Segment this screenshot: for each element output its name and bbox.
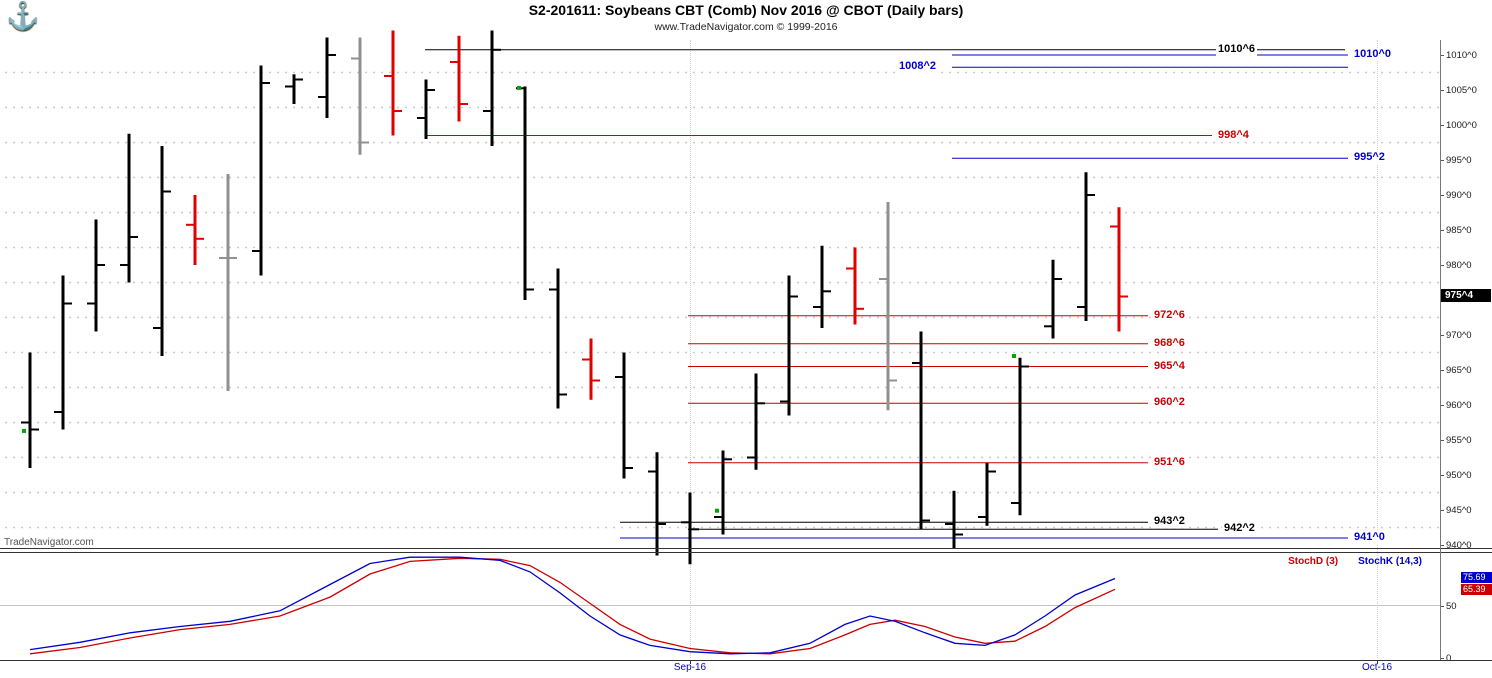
price-axis-tick [1440,160,1444,161]
price-level-label[interactable]: 1008^2 [897,60,939,73]
stochk-line [29,556,1116,655]
price-axis-label: 1000^0 [1446,120,1477,131]
price-axis-label: 945^0 [1446,505,1472,516]
price-axis-label: 995^0 [1446,155,1472,166]
chart-subtitle: www.TradeNavigator.com © 1999-2016 [654,21,838,33]
signal-marker [715,508,719,513]
price-axis-tick [1440,90,1444,91]
chart-title: S2-201611: Soybeans CBT (Comb) Nov 2016 … [528,2,964,18]
price-axis-tick [1440,230,1444,231]
price-axis-label: 990^0 [1446,190,1472,201]
price-axis-tick [1440,545,1444,546]
price-level-label[interactable]: 1010^0 [1352,48,1394,61]
price-axis-tick [1440,440,1444,441]
stochd-value-box: 65.39 [1461,584,1492,595]
price-axis-label: 955^0 [1446,435,1472,446]
stochastic-legend: StochD (3) StochK (14,3) [1288,556,1422,567]
price-axis-label: 950^0 [1446,470,1472,481]
date-tick-sep [690,660,691,664]
price-axis-label: 970^0 [1446,330,1472,341]
price-axis-tick [1440,370,1444,371]
price-axis-label: 985^0 [1446,225,1472,236]
date-tick-oct [1377,660,1378,664]
price-axis-tick [1440,125,1444,126]
price-level-label[interactable]: 998^4 [1216,129,1251,142]
date-axis-divider [0,660,1492,661]
price-axis-label: 940^0 [1446,540,1472,551]
stoch-axis-tick [1440,658,1444,659]
price-level-label[interactable]: 972^6 [1152,309,1187,322]
price-axis-line [1440,40,1441,660]
watermark-text: TradeNavigator.com [4,537,94,548]
stochk-legend-label[interactable]: StochK (14,3) [1358,556,1422,567]
price-axis-label: 980^0 [1446,260,1472,271]
price-axis-label: 965^0 [1446,365,1472,376]
price-axis-tick [1440,195,1444,196]
price-axis-tick [1440,265,1444,266]
price-axis-label: 960^0 [1446,400,1472,411]
price-axis-tick [1440,335,1444,336]
stochd-legend-label[interactable]: StochD (3) [1288,556,1339,567]
price-level-label[interactable]: 968^6 [1152,337,1187,350]
tradenavigator-anchor-icon: ⚓ [6,1,40,31]
stochd-line [29,557,1116,655]
price-level-label[interactable]: 941^0 [1352,531,1387,544]
price-axis-label: 1010^0 [1446,50,1477,61]
signal-marker [1012,354,1016,358]
price-level-label[interactable]: 960^2 [1152,396,1187,409]
price-level-label[interactable]: 995^2 [1352,151,1387,164]
price-axis-label: 1005^0 [1446,85,1477,96]
price-level-label[interactable]: 965^4 [1152,360,1187,373]
current-price-box: 975^4 [1441,289,1491,302]
price-axis-tick [1440,55,1444,56]
price-chart-panel[interactable] [0,40,1440,548]
panel-divider-bottom [0,552,1492,553]
price-axis-tick [1440,475,1444,476]
date-axis-label-oct16: Oct-16 [1361,662,1393,673]
stoch-axis-label: 50 [1446,601,1457,612]
date-axis-label-sep16: Sep-16 [673,662,707,673]
signal-marker [22,428,26,433]
month-gridline-oct [1377,40,1378,658]
price-axis-tick [1440,510,1444,511]
month-gridline-sep [690,40,691,658]
price-axis-tick [1440,405,1444,406]
signal-marker [517,85,521,90]
price-level-label[interactable]: 951^6 [1152,456,1187,469]
price-level-label[interactable]: 942^2 [1222,522,1257,535]
panel-divider-top [0,548,1492,549]
price-level-label[interactable]: 943^2 [1152,515,1187,528]
stochk-value-box: 75.69 [1461,572,1492,583]
stoch-axis-label: 0 [1446,653,1452,664]
stoch-axis-tick [1440,606,1444,607]
price-level-label[interactable]: 1010^6 [1216,43,1258,56]
